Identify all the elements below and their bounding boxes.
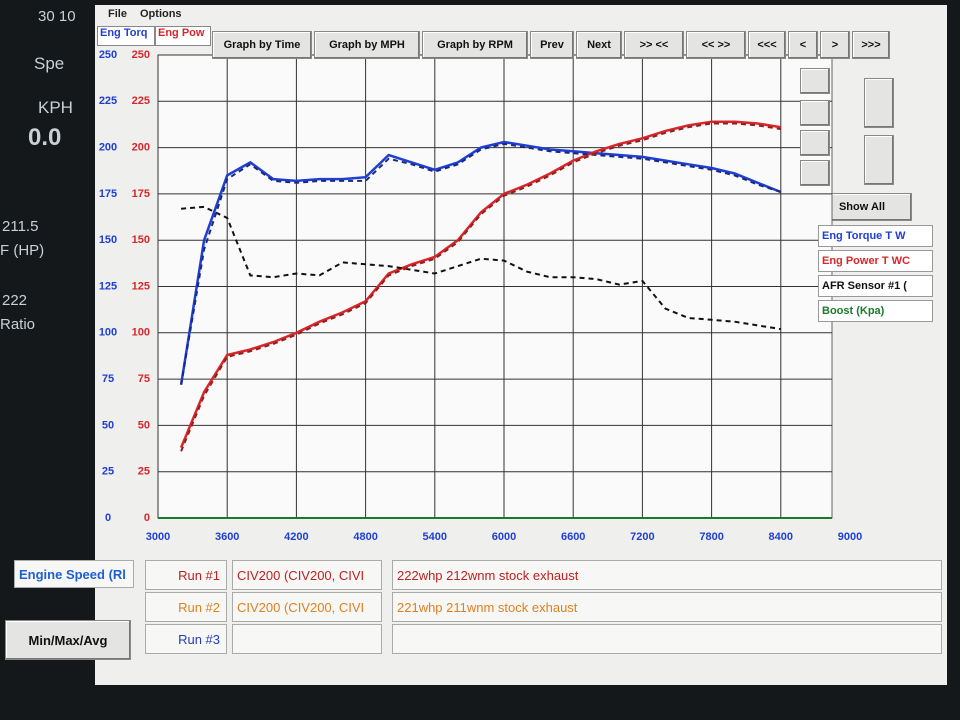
y2-tick-label: 0 bbox=[144, 512, 150, 524]
y-tick-label: 225 bbox=[99, 95, 117, 107]
y-tick-label: 100 bbox=[99, 327, 117, 339]
x-tick-label: 8400 bbox=[769, 531, 793, 543]
y2-tick-label: 100 bbox=[132, 327, 150, 339]
y-tick-label: 125 bbox=[99, 280, 117, 292]
toolbar-button[interactable]: >> << bbox=[624, 31, 684, 59]
toolbar-button[interactable]: <<< bbox=[748, 31, 786, 59]
y-tick-label: 50 bbox=[102, 419, 114, 431]
x-tick-label: 6600 bbox=[561, 531, 585, 543]
axis-header: Eng Torq bbox=[97, 26, 155, 46]
toolbar-button[interactable]: Prev bbox=[530, 31, 574, 59]
legend-entry[interactable]: AFR Sensor #1 ( bbox=[818, 275, 933, 297]
y2-tick-label: 25 bbox=[138, 466, 150, 478]
run-vehicle: CIV200 (CIV200, CIVI bbox=[232, 560, 382, 590]
y2-tick-label: 125 bbox=[132, 280, 150, 292]
menu-item[interactable]: Options bbox=[140, 8, 182, 20]
y2-tick-label: 75 bbox=[138, 373, 150, 385]
bg-text: 211.5 bbox=[2, 218, 39, 235]
toolbar-button[interactable]: Graph by MPH bbox=[314, 31, 420, 59]
toolbar-button[interactable]: Next bbox=[576, 31, 622, 59]
y2-tick-label: 175 bbox=[132, 188, 150, 200]
toolbar-button[interactable]: < bbox=[788, 31, 818, 59]
x-tick-label: 4200 bbox=[284, 531, 308, 543]
toolbar-button[interactable]: > bbox=[820, 31, 850, 59]
scroll-button[interactable] bbox=[800, 160, 830, 186]
y2-tick-label: 250 bbox=[132, 49, 150, 61]
y2-tick-label: 200 bbox=[132, 142, 150, 154]
scroll-button[interactable] bbox=[800, 130, 830, 156]
bg-text: 30 10 bbox=[38, 8, 76, 25]
bg-text: Ratio bbox=[0, 316, 36, 333]
run-vehicle: CIV200 (CIV200, CIVI bbox=[232, 592, 382, 622]
x-tick-label: 3600 bbox=[215, 531, 239, 543]
toolbar-button[interactable]: Graph by Time bbox=[212, 31, 312, 59]
legend-entry[interactable]: Eng Torque T W bbox=[818, 225, 933, 247]
y2-tick-label: 225 bbox=[132, 95, 150, 107]
bg-text: 222 bbox=[2, 292, 28, 309]
run-vehicle bbox=[232, 624, 382, 654]
data-line bbox=[180, 142, 782, 385]
x-tick-label: 5400 bbox=[423, 531, 447, 543]
x-tick-label: 9000 bbox=[838, 531, 862, 543]
y-tick-label: 0 bbox=[105, 512, 111, 524]
x-axis-title: Engine Speed (Rl bbox=[14, 560, 134, 588]
menu-item[interactable]: File bbox=[108, 8, 127, 20]
run-label[interactable]: Run #2 bbox=[145, 592, 227, 622]
scroll-button[interactable] bbox=[800, 68, 830, 94]
x-tick-label: 4800 bbox=[353, 531, 377, 543]
x-tick-label: 6000 bbox=[492, 531, 516, 543]
y-tick-label: 75 bbox=[102, 373, 114, 385]
axis-header: Eng Pow bbox=[155, 26, 211, 46]
run-label[interactable]: Run #3 bbox=[145, 624, 227, 654]
min-max-button[interactable]: Min/Max/Avg bbox=[5, 620, 131, 660]
x-tick-label: 7200 bbox=[630, 531, 654, 543]
data-line bbox=[179, 120, 781, 449]
run-note: 221whp 211wnm stock exhaust bbox=[392, 592, 942, 622]
y-tick-label: 150 bbox=[99, 234, 117, 246]
legend-entry[interactable]: Eng Power T WC bbox=[818, 250, 933, 272]
scroll-button[interactable] bbox=[864, 135, 894, 185]
run-label[interactable]: Run #1 bbox=[145, 560, 227, 590]
bg-text: F (HP) bbox=[0, 242, 45, 259]
y2-tick-label: 150 bbox=[132, 234, 150, 246]
y2-tick-label: 50 bbox=[138, 419, 150, 431]
x-tick-label: 3000 bbox=[146, 531, 170, 543]
bg-text: Spe bbox=[34, 54, 65, 73]
data-line bbox=[179, 140, 782, 385]
y-tick-label: 250 bbox=[99, 49, 117, 61]
bg-text: 0.0 bbox=[28, 124, 62, 151]
y-tick-label: 200 bbox=[99, 142, 117, 154]
y-tick-label: 175 bbox=[99, 188, 117, 200]
toolbar-button[interactable]: << >> bbox=[686, 31, 746, 59]
run-note: 222whp 212wnm stock exhaust bbox=[392, 560, 942, 590]
toolbar-button[interactable]: >>> bbox=[852, 31, 890, 59]
y-tick-label: 25 bbox=[102, 466, 114, 478]
bg-text: KPH bbox=[38, 98, 73, 117]
scroll-button[interactable] bbox=[800, 100, 830, 126]
run-note bbox=[392, 624, 942, 654]
data-line bbox=[180, 122, 781, 452]
x-tick-label: 7800 bbox=[699, 531, 723, 543]
toolbar-button[interactable]: Graph by RPM bbox=[422, 31, 528, 59]
legend-entry[interactable]: Boost (Kpa) bbox=[818, 300, 933, 322]
scroll-button[interactable] bbox=[864, 78, 894, 128]
